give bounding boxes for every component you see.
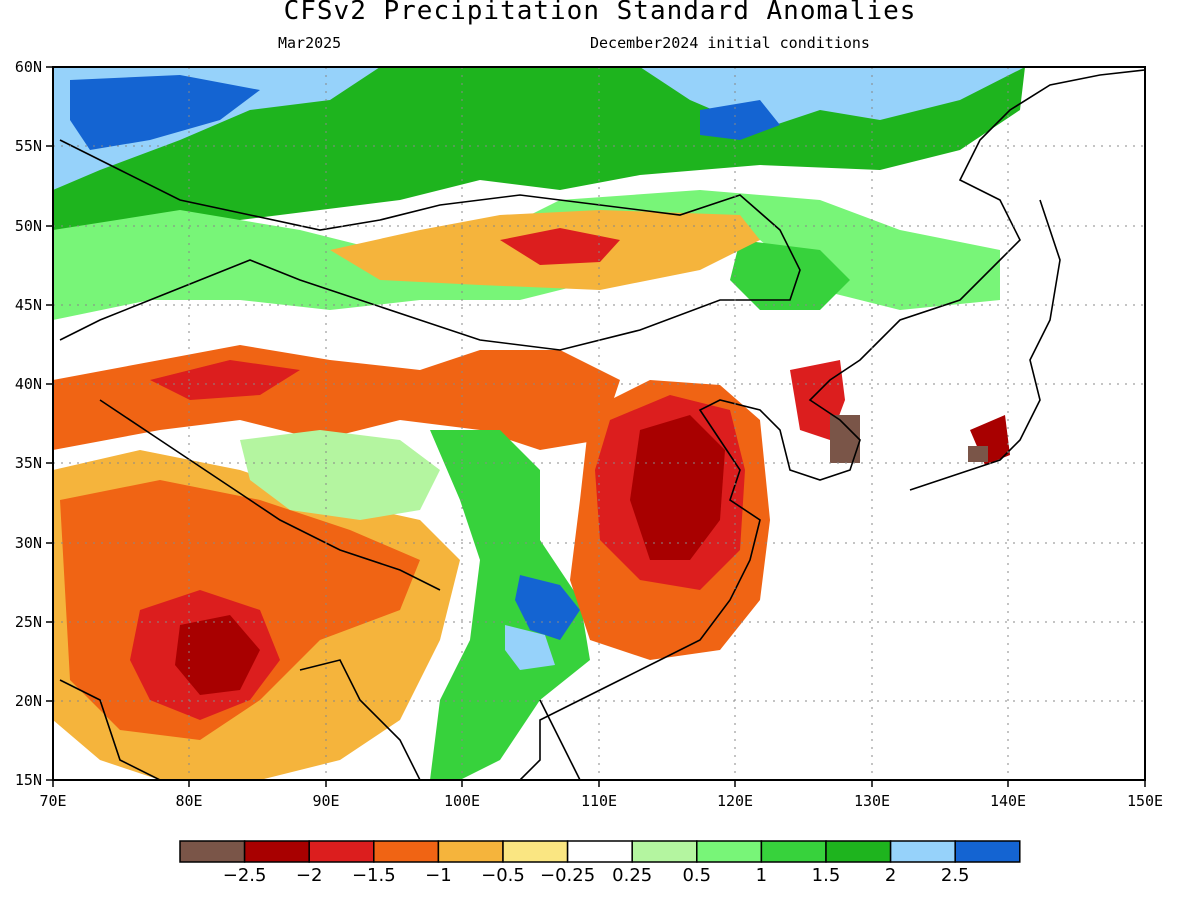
wet-anomaly-south-blue-2 <box>505 625 555 670</box>
lon-label: 120E <box>717 792 753 810</box>
colorbar-swatch <box>179 840 246 863</box>
lat-label: 60N <box>15 58 42 76</box>
lon-label: 150E <box>1127 792 1163 810</box>
wet-anomaly-blue-northwest <box>70 75 260 150</box>
dry-anomaly-west-core <box>150 360 300 400</box>
wet-anomaly-tibet <box>240 430 440 520</box>
lon-label: 140E <box>990 792 1026 810</box>
dry-anomaly-mongolia-core <box>500 228 620 265</box>
colorbar-swatch <box>954 840 1021 863</box>
colorbar-label: −2 <box>296 865 323 886</box>
colorbar-swatch <box>566 840 633 863</box>
lat-label: 30N <box>15 534 42 552</box>
coastlines <box>59 69 1145 780</box>
colorbar-swatch <box>631 840 698 863</box>
lat-label: 15N <box>15 771 42 789</box>
colorbar-swatch <box>502 840 569 863</box>
colorbar-label: 1 <box>756 865 767 886</box>
latitude-labels: 60N 55N 50N 45N 40N 35N 30N 25N 20N 15N <box>15 58 42 789</box>
lat-label: 45N <box>15 296 42 314</box>
lat-label: 40N <box>15 375 42 393</box>
colorbar-swatch <box>373 840 440 863</box>
longitude-labels: 70E 80E 90E 100E 110E 120E 130E 140E 150… <box>39 792 1163 810</box>
colorbar-label: −2.5 <box>223 865 267 886</box>
wet-anomaly-blue-northeast <box>700 100 780 140</box>
chart-title: CFSv2 Precipitation Standard Anomalies <box>283 0 917 26</box>
colorbar-label: 2.5 <box>941 865 970 886</box>
dry-anomaly-india-deep <box>175 615 260 695</box>
lat-label: 55N <box>15 137 42 155</box>
colorbar-swatch <box>243 840 310 863</box>
colorbar-label: −1.5 <box>352 865 396 886</box>
colorbar-label: −1 <box>425 865 452 886</box>
wet-anomaly-south-blue <box>515 575 580 640</box>
initial-conditions: December2024 initial conditions <box>590 34 870 52</box>
colorbar-swatch <box>437 840 504 863</box>
colorbar-label: 0.5 <box>682 865 711 886</box>
colorbar-swatch <box>760 840 827 863</box>
colorbar-label: −0.5 <box>481 865 525 886</box>
colorbar-label: −0.25 <box>540 865 595 886</box>
colorbar-label: 2 <box>885 865 896 886</box>
lon-label: 80E <box>175 792 202 810</box>
lon-label: 130E <box>854 792 890 810</box>
dry-anomaly-japan-extreme <box>968 446 988 462</box>
colorbar-swatch <box>889 840 956 863</box>
colorbar-label: 0.25 <box>612 865 652 886</box>
lon-label: 90E <box>312 792 339 810</box>
colorbar-swatch <box>696 840 763 863</box>
forecast-month: Mar2025 <box>278 34 342 52</box>
colorbar-swatch <box>825 840 892 863</box>
colorbar: −2.5 −2 −1.5 −1 −0.5 −0.25 0.25 0.5 1 1.5 2 2.5 <box>179 840 1021 886</box>
lon-label: 70E <box>39 792 66 810</box>
lat-label: 50N <box>15 217 42 235</box>
lat-label: 25N <box>15 613 42 631</box>
lat-label: 35N <box>15 454 42 472</box>
anomaly-field <box>53 67 1145 780</box>
axis-ticks <box>46 66 1146 787</box>
lon-label: 110E <box>581 792 617 810</box>
lat-label: 20N <box>15 692 42 710</box>
colorbar-swatch <box>308 840 375 863</box>
wet-anomaly-south-corridor <box>430 430 590 780</box>
dry-anomaly-east-china-deep <box>630 415 725 560</box>
colorbar-label: 1.5 <box>812 865 841 886</box>
wet-anomaly-northeast-china <box>730 240 850 310</box>
lon-label: 100E <box>444 792 480 810</box>
graticule <box>53 67 1145 780</box>
